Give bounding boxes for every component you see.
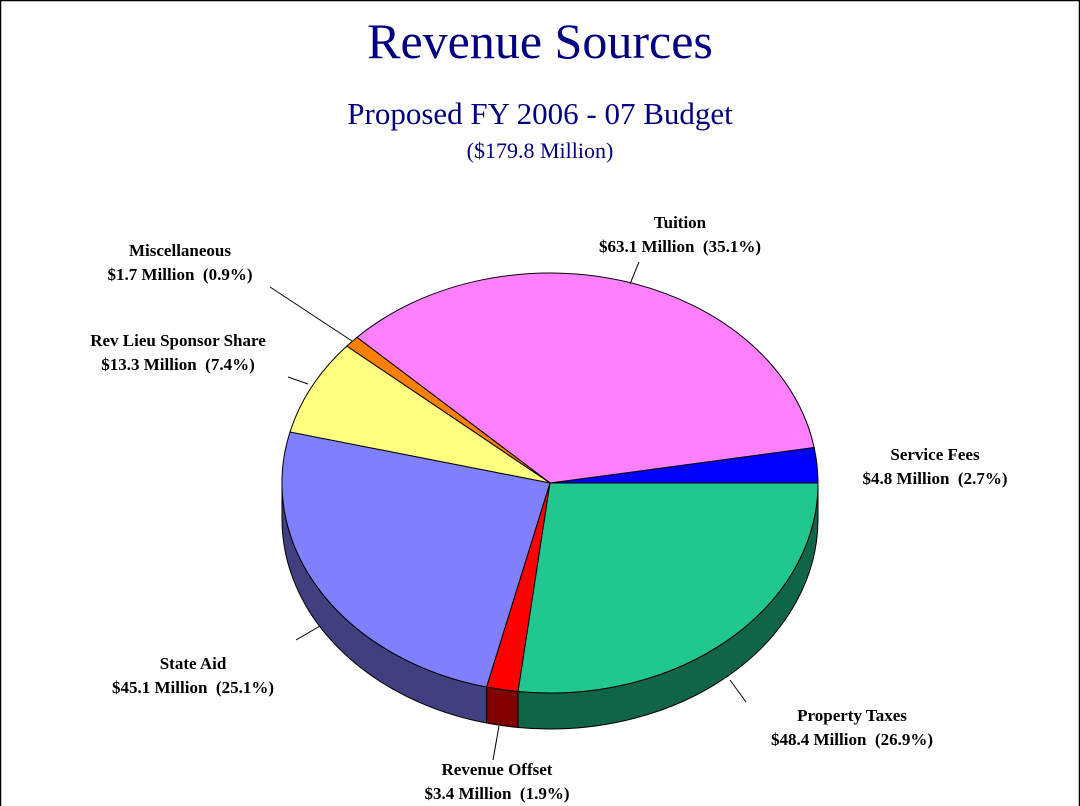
value-label: $1.7 Million (0.9%) xyxy=(108,265,253,284)
labels: Service Fees $4.8 Million (2.7%) Tuition $6… xyxy=(90,213,1007,803)
leader-line xyxy=(269,286,353,342)
value-label: $48.4 Million (26.9%) xyxy=(771,730,933,749)
chart-subtitle: Proposed FY 2006 - 07 Budget xyxy=(347,96,733,131)
category-label: Rev Lieu Sponsor Share xyxy=(90,331,266,350)
value-label: $63.1 Million (35.1%) xyxy=(599,237,761,256)
value-label: $3.4 Million (1.9%) xyxy=(425,784,570,803)
value-label: $13.3 Million (7.4%) xyxy=(101,355,254,374)
slice xyxy=(356,272,815,484)
category-label: Tuition xyxy=(654,213,707,232)
leader-line xyxy=(492,725,500,761)
category-label: Property Taxes xyxy=(797,706,907,725)
leader-line xyxy=(729,679,747,703)
value-label: $4.8 Million (2.7%) xyxy=(863,469,1008,488)
chart-title: Revenue Sources xyxy=(367,13,713,69)
slice xyxy=(517,482,819,694)
category-label: State Aid xyxy=(160,654,227,673)
slice xyxy=(289,345,551,484)
leader-line xyxy=(295,625,321,641)
leader-line xyxy=(629,261,640,285)
category-label: Miscellaneous xyxy=(129,241,231,260)
pie-tops xyxy=(281,272,819,694)
slice-side xyxy=(486,686,519,729)
total-label: ($179.8 Million) xyxy=(467,138,614,163)
category-label: Revenue Offset xyxy=(442,760,553,779)
category-label: Service Fees xyxy=(890,445,980,464)
slice xyxy=(281,431,551,688)
leader-line xyxy=(287,376,309,385)
value-label: $45.1 Million (25.1%) xyxy=(112,678,274,697)
